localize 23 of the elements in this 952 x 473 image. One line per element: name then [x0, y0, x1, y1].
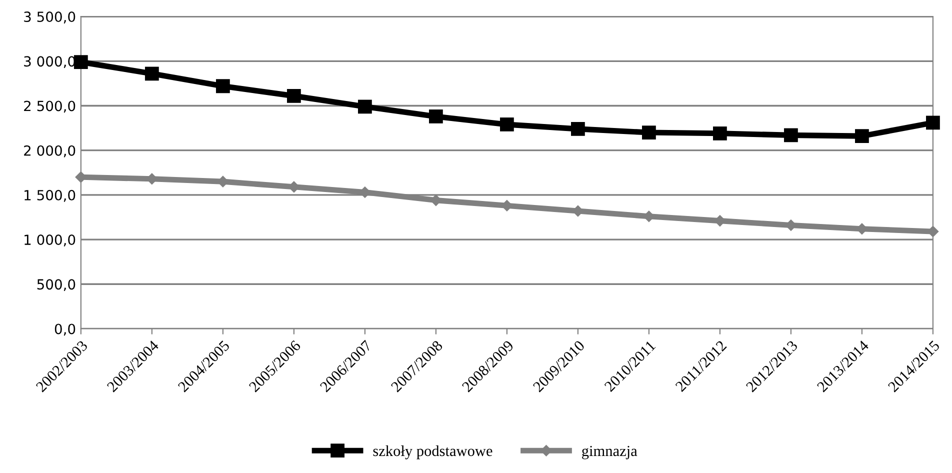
point: [144, 66, 159, 81]
point: [358, 100, 372, 114]
y-tick-label: 500,0: [37, 279, 76, 292]
point: [74, 55, 88, 69]
y-tick-label: 1 000,0: [24, 234, 76, 246]
legend-label: gimnazja: [582, 446, 638, 460]
point: [642, 126, 656, 140]
point: [926, 116, 940, 130]
point: [216, 79, 230, 94]
point: [286, 88, 301, 103]
y-tick-label: 0,0: [54, 324, 76, 336]
point: [784, 128, 798, 142]
y-tick-label: 1 500,0: [24, 190, 76, 202]
point: [500, 118, 514, 132]
y-tick-label: 3 500,0: [24, 12, 76, 24]
point: [713, 126, 727, 140]
legend-label: szkoły podstawowe: [373, 445, 492, 460]
point: [855, 129, 869, 144]
point: [571, 122, 585, 136]
point: [428, 110, 443, 124]
y-tick-label: 2 500,0: [24, 100, 76, 113]
y-tick-label: 2 000,0: [24, 145, 76, 158]
y-tick-label: 3 000,0: [24, 56, 76, 68]
